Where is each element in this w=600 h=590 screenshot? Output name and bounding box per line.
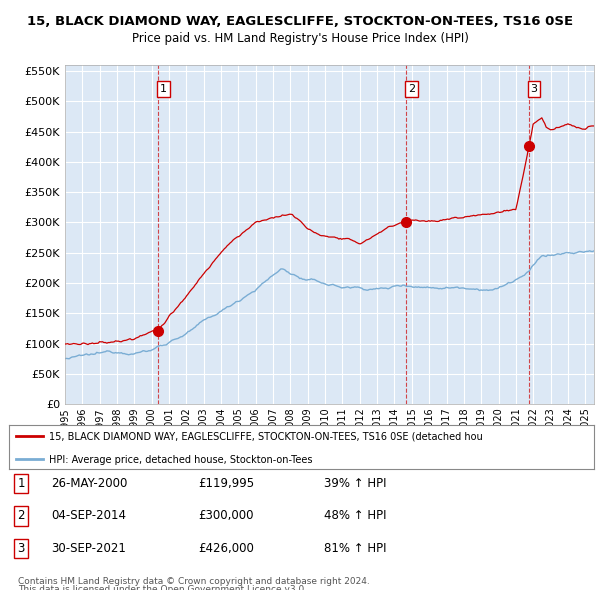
Text: HPI: Average price, detached house, Stockton-on-Tees: HPI: Average price, detached house, Stoc… [49, 455, 312, 465]
Text: 1: 1 [160, 84, 167, 94]
Text: 26-MAY-2000: 26-MAY-2000 [51, 477, 127, 490]
Text: 15, BLACK DIAMOND WAY, EAGLESCLIFFE, STOCKTON-ON-TEES, TS16 0SE (detached hou: 15, BLACK DIAMOND WAY, EAGLESCLIFFE, STO… [49, 432, 482, 442]
Text: £426,000: £426,000 [198, 542, 254, 555]
Text: Price paid vs. HM Land Registry's House Price Index (HPI): Price paid vs. HM Land Registry's House … [131, 32, 469, 45]
Text: Contains HM Land Registry data © Crown copyright and database right 2024.: Contains HM Land Registry data © Crown c… [18, 577, 370, 586]
Text: 3: 3 [530, 84, 538, 94]
Text: £300,000: £300,000 [198, 509, 254, 523]
Text: 48% ↑ HPI: 48% ↑ HPI [324, 509, 386, 523]
Text: 2: 2 [17, 509, 25, 523]
Text: 30-SEP-2021: 30-SEP-2021 [51, 542, 126, 555]
Text: This data is licensed under the Open Government Licence v3.0.: This data is licensed under the Open Gov… [18, 585, 307, 590]
Text: 2: 2 [408, 84, 415, 94]
Text: 3: 3 [17, 542, 25, 555]
Text: £119,995: £119,995 [198, 477, 254, 490]
Text: 39% ↑ HPI: 39% ↑ HPI [324, 477, 386, 490]
Text: 81% ↑ HPI: 81% ↑ HPI [324, 542, 386, 555]
Text: 04-SEP-2014: 04-SEP-2014 [51, 509, 126, 523]
Text: 1: 1 [17, 477, 25, 490]
Text: 15, BLACK DIAMOND WAY, EAGLESCLIFFE, STOCKTON-ON-TEES, TS16 0SE: 15, BLACK DIAMOND WAY, EAGLESCLIFFE, STO… [27, 15, 573, 28]
